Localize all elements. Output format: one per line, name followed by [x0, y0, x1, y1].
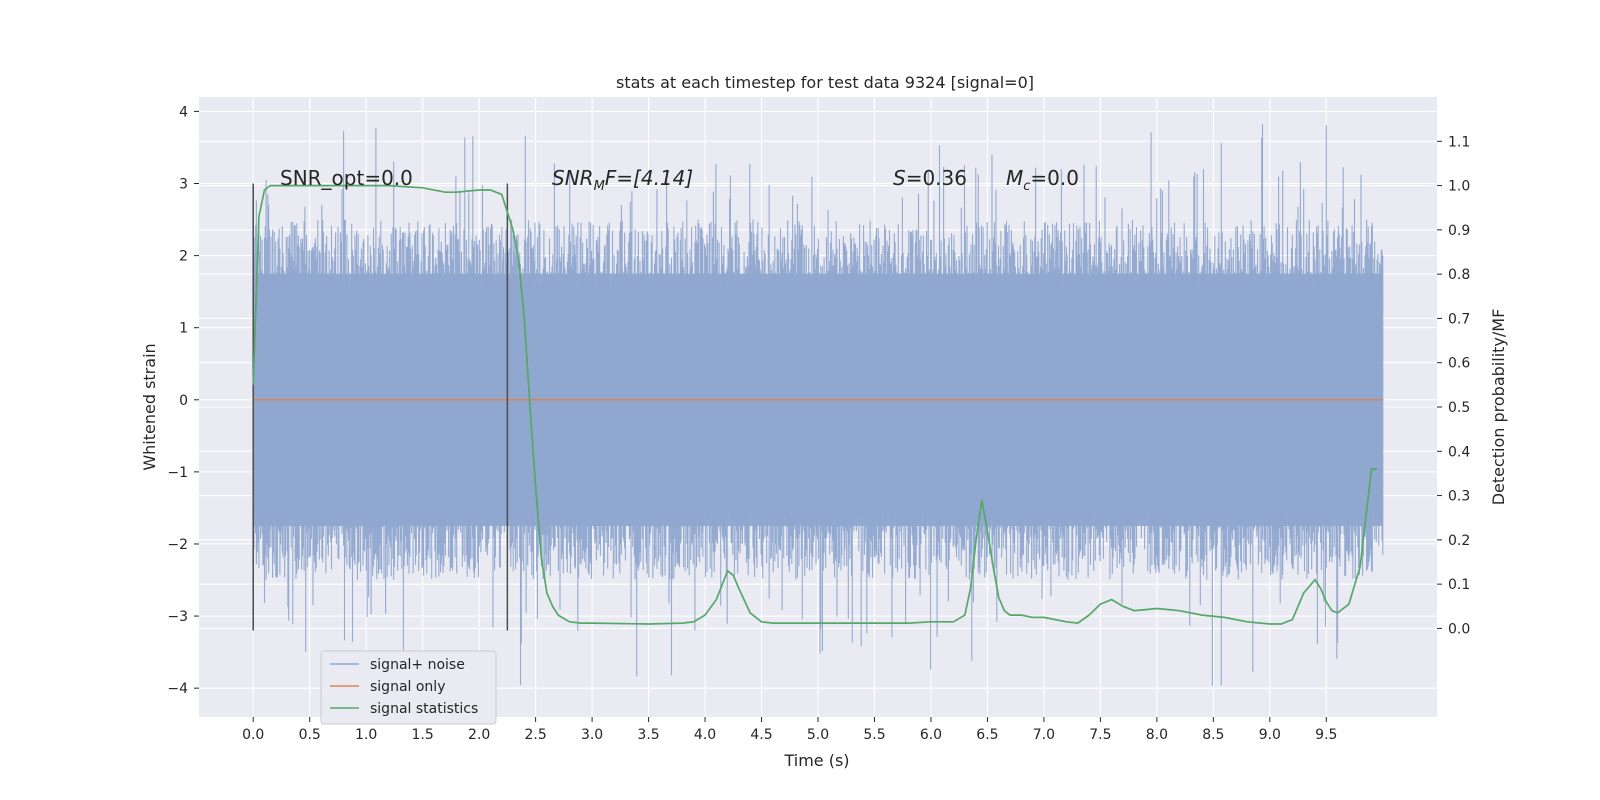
- x-tick-label: 1.0: [355, 727, 377, 743]
- s-value: =0.36: [906, 166, 967, 190]
- x-tick-label: 7.5: [1089, 727, 1111, 743]
- y-right-tick-label: 0.1: [1448, 577, 1470, 593]
- y-right-tick-label: 1.0: [1448, 179, 1470, 195]
- x-tick-label: 8.5: [1202, 727, 1224, 743]
- x-tick-label: 9.5: [1315, 727, 1337, 743]
- y-left-tick-label: 3: [179, 177, 188, 193]
- y-right-axis-ticks: 1.1 1.0 0.9 0.8 0.7 0.6 0.5 0.4 0.3 0.2 0.1 0.0: [1437, 134, 1470, 637]
- x-tick-label: 9.0: [1259, 727, 1281, 743]
- x-tick-label: 5.0: [807, 727, 829, 743]
- y-left-tick-label: −2: [167, 537, 188, 553]
- x-tick-label: 5.5: [863, 727, 885, 743]
- y-right-tick-label: 0.0: [1448, 621, 1470, 637]
- y-left-tick-label: 1: [179, 321, 188, 337]
- mc-annotation: Mc=0.0: [1006, 166, 1079, 194]
- y-right-axis-title: Detection probability/MF: [1489, 309, 1508, 506]
- y-right-tick-label: 0.3: [1448, 489, 1470, 505]
- y-left-tick-label: 0: [179, 393, 188, 409]
- y-right-tick-label: 0.8: [1448, 267, 1470, 283]
- y-left-tick-label: −4: [167, 681, 188, 697]
- y-right-tick-label: 0.7: [1448, 311, 1470, 327]
- x-tick-label: 2.5: [524, 727, 546, 743]
- y-right-tick-label: 1.1: [1448, 134, 1470, 150]
- x-tick-label: 4.0: [694, 727, 716, 743]
- mc-symbol: M: [1006, 166, 1023, 190]
- x-tick-label: 6.5: [976, 727, 998, 743]
- x-tick-label: 3.0: [581, 727, 603, 743]
- y-left-tick-label: −3: [167, 609, 188, 625]
- x-tick-label: 0.5: [299, 727, 321, 743]
- y-left-tick-label: −1: [167, 465, 188, 481]
- y-left-axis-title: Whitened strain: [140, 343, 159, 470]
- y-right-tick-label: 0.6: [1448, 356, 1470, 372]
- x-tick-label: 8.0: [1146, 727, 1168, 743]
- legend: signal+ noise signal only signal statist…: [320, 650, 497, 725]
- y-left-tick-label: 4: [179, 104, 188, 120]
- s-symbol: S: [893, 166, 906, 190]
- snr-opt-annotation: SNR_opt=0.0: [280, 166, 413, 190]
- mc-subscript: c: [1023, 179, 1030, 194]
- x-tick-label: 1.5: [412, 727, 434, 743]
- mc-value: =0.0: [1030, 166, 1079, 190]
- s-annotation: S=0.36: [893, 166, 967, 190]
- y-left-tick-label: 2: [179, 249, 188, 265]
- y-left-axis-ticks: 4 3 2 1 0 −1 −2 −3 −4: [167, 104, 199, 697]
- y-right-tick-label: 0.9: [1448, 223, 1470, 239]
- x-tick-label: 4.5: [750, 727, 772, 743]
- x-axis-title: Time (s): [783, 751, 849, 770]
- y-right-tick-label: 0.4: [1448, 444, 1470, 460]
- snr-mf-subscript: M: [594, 179, 605, 194]
- legend-box: [320, 650, 497, 725]
- event-markers: [252, 183, 509, 631]
- x-tick-label: 0.0: [242, 727, 264, 743]
- snr-mf-annotation: SNRMF=[4.14]: [552, 166, 693, 194]
- snr-mf-value: F=[4.14]: [605, 166, 693, 190]
- y-right-tick-label: 0.5: [1448, 400, 1470, 416]
- y-right-tick-label: 0.2: [1448, 533, 1470, 549]
- legend-label-signal-only: signal only: [370, 679, 445, 695]
- chart-title: stats at each timestep for test data 932…: [616, 73, 1034, 92]
- x-tick-label: 3.5: [637, 727, 659, 743]
- x-tick-label: 2.0: [468, 727, 490, 743]
- legend-label-signal-statistics: signal statistics: [370, 701, 478, 717]
- x-tick-label: 6.0: [920, 727, 942, 743]
- snr-mf-symbol: SNR: [552, 166, 594, 190]
- x-tick-label: 7.0: [1033, 727, 1055, 743]
- signal-statistics-series: [252, 184, 1378, 625]
- x-axis-ticks: 0.0 0.5 1.0 1.5 2.0 2.5 3.0 3.5 4.0 4.5 5.0 5.5 6.0 6…: [242, 717, 1337, 743]
- legend-label-signal-noise: signal+ noise: [370, 657, 465, 673]
